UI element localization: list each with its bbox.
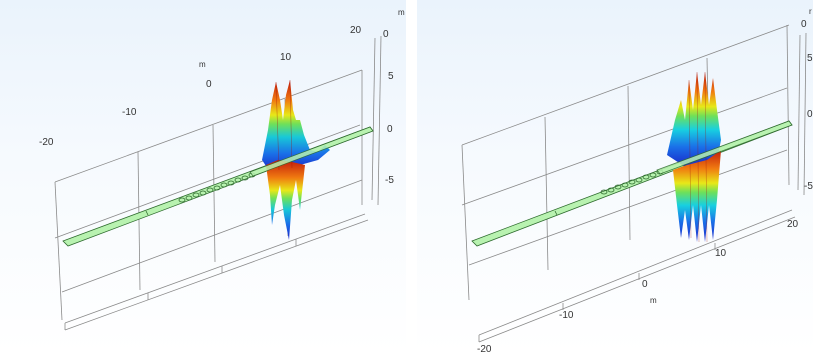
x-tick-label: -20 — [477, 344, 492, 353]
x-tick-label: 20 — [350, 25, 362, 36]
plot-3d-right: -20 -10 0 m 10 20 r 0 5 0 -5 — [461, 7, 813, 353]
z-tick-label: 0 — [387, 124, 393, 135]
graphics-viewport-right[interactable]: -20 -10 0 m 10 20 r 0 5 0 -5 — [417, 0, 813, 353]
z-axis-unit: r — [809, 7, 812, 16]
z-tick-label: -5 — [385, 175, 394, 186]
x-axis-unit: m — [650, 296, 657, 305]
z-axis-unit: m — [398, 8, 405, 17]
x-tick-label: 10 — [715, 248, 727, 259]
grid-lines — [54, 35, 382, 331]
z-tick-label: 0 — [383, 29, 389, 40]
z-tick-label: 5 — [807, 53, 813, 64]
x-tick-label: -20 — [39, 137, 54, 148]
plot-3d-left: -20 -10 0 10 20 m m 0 5 0 -5 — [39, 8, 405, 331]
z-tick-label: 5 — [388, 71, 394, 82]
viewport-divider — [406, 0, 417, 353]
z-tick-label: -5 — [804, 181, 813, 192]
x-tick-label: -10 — [559, 310, 574, 321]
x-tick-label: 10 — [280, 52, 292, 63]
wave-crest-lines — [275, 79, 293, 171]
x-axis-unit: m — [199, 60, 206, 69]
x-tick-label: 0 — [206, 79, 212, 90]
wave-surface — [262, 80, 330, 240]
x-tick-label: -10 — [122, 107, 137, 118]
floor-ticks — [562, 243, 716, 310]
wave-surface — [667, 72, 721, 242]
floor-ticks — [147, 239, 297, 300]
x-tick-label: 0 — [642, 279, 648, 290]
x-tick-label: 20 — [787, 219, 799, 230]
z-tick-label: 0 — [801, 19, 807, 30]
graphics-viewport-left[interactable]: -20 -10 0 10 20 m m 0 5 0 -5 — [0, 0, 406, 353]
z-tick-label: 0 — [807, 109, 813, 120]
grid-lines — [461, 24, 807, 343]
